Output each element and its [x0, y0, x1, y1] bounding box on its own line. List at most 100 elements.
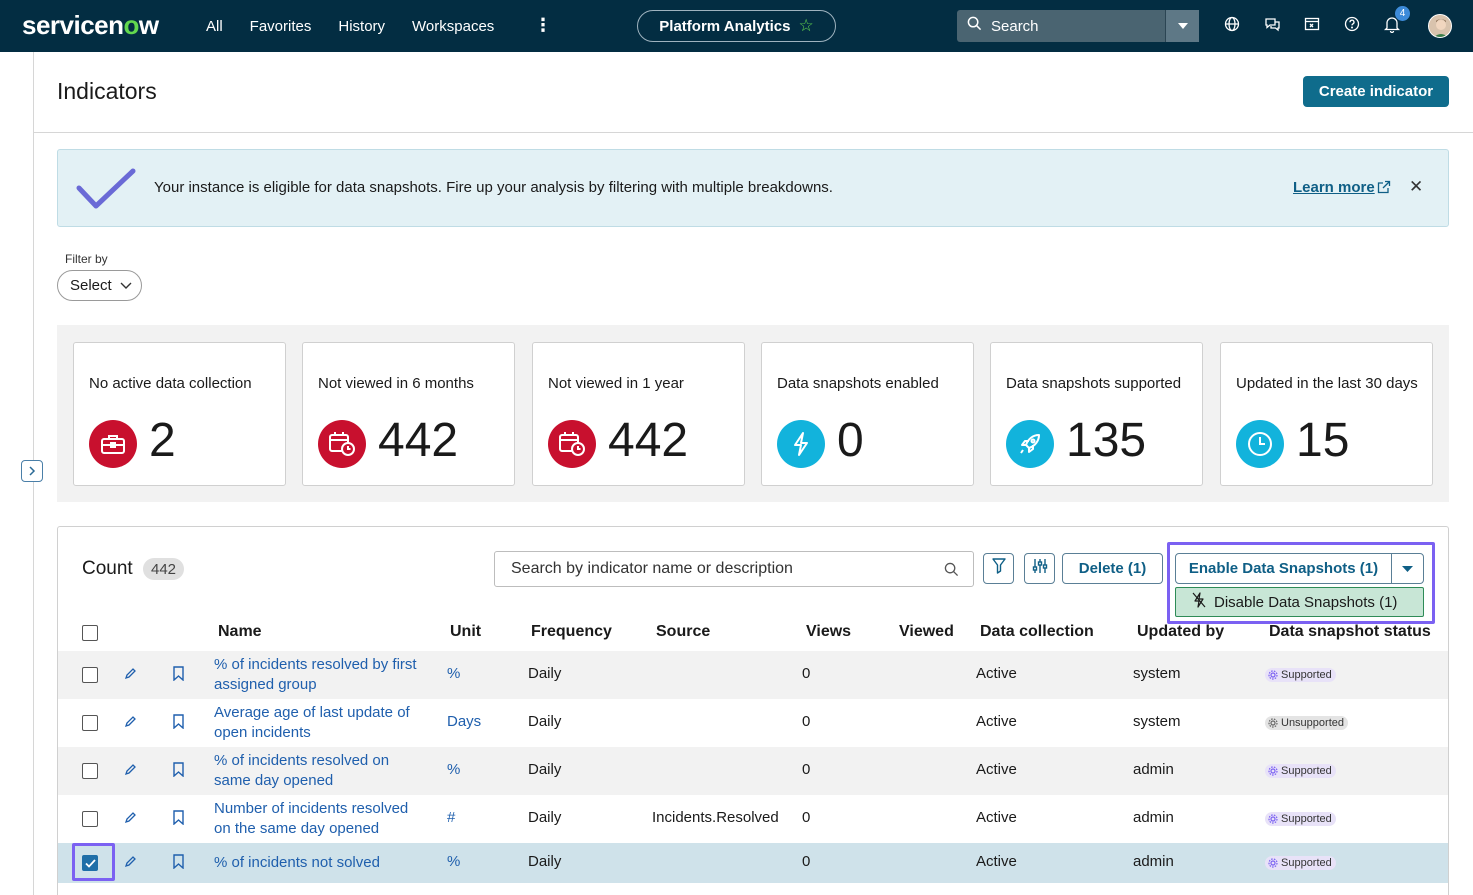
kpi-label: Updated in the last 30 days — [1236, 375, 1418, 392]
table-row-selected[interactable]: % of incidents not solved % Daily 0 Acti… — [58, 843, 1448, 883]
create-indicator-button[interactable]: Create indicator — [1303, 76, 1449, 107]
learn-more-link[interactable]: Learn more — [1293, 179, 1375, 196]
snapshot-status-text: Supported — [1281, 813, 1332, 825]
expand-rail-chevron-icon[interactable] — [21, 460, 43, 482]
kpi-card-updated-30-days[interactable]: Updated in the last 30 days 15 — [1220, 342, 1433, 486]
snapshot-actions-dropdown[interactable] — [1391, 553, 1424, 584]
select-all-checkbox[interactable] — [82, 625, 98, 641]
indicator-name-link[interactable]: % of incidents not solved — [214, 854, 380, 871]
indicator-search-input[interactable]: Search by indicator name or description — [494, 551, 974, 587]
kpi-value: 0 — [837, 414, 864, 467]
kpi-card-snapshots-enabled[interactable]: Data snapshots enabled 0 — [761, 342, 974, 486]
kpi-card-snapshots-supported[interactable]: Data snapshots supported 135 — [990, 342, 1203, 486]
row-checkbox[interactable] — [82, 811, 98, 827]
indicator-name-link[interactable]: Number of incidents resolved on the same… — [214, 800, 409, 837]
cell-data-collection: Active — [976, 713, 1017, 730]
row-checkbox[interactable] — [82, 715, 98, 731]
bell-icon[interactable]: 4 — [1382, 6, 1410, 34]
indicator-name-link[interactable]: % of incidents resolved by first assigne… — [214, 656, 417, 693]
column-header-viewed[interactable]: Viewed — [899, 623, 954, 640]
nav-link-favorites[interactable]: Favorites — [249, 17, 312, 35]
edit-pencil-icon[interactable] — [124, 811, 136, 829]
table-row[interactable]: Number of incidents resolved on the same… — [58, 795, 1448, 843]
servicenow-logo[interactable]: servicenow — [22, 10, 159, 41]
column-header-frequency[interactable]: Frequency — [531, 623, 612, 640]
bookmark-icon[interactable] — [173, 666, 184, 686]
globe-icon[interactable] — [1222, 14, 1242, 34]
column-header-source[interactable]: Source — [656, 623, 711, 640]
column-header-unit[interactable]: Unit — [450, 623, 482, 640]
global-search-label: Search — [991, 17, 1039, 35]
kpi-value: 2 — [149, 414, 176, 467]
enable-data-snapshots-button[interactable]: Enable Data Snapshots (1) — [1175, 553, 1392, 584]
column-header-updated-by[interactable]: Updated by — [1137, 623, 1225, 640]
cell-frequency: Daily — [528, 853, 562, 870]
edit-pencil-icon[interactable] — [124, 763, 136, 781]
kpi-card-not-viewed-1-year[interactable]: Not viewed in 1 year 442 — [532, 342, 745, 486]
clock-icon — [1236, 420, 1284, 468]
gear-icon — [1268, 814, 1278, 827]
nav-more-icon[interactable]: ⋮ — [534, 15, 552, 35]
kpi-label: Not viewed in 1 year — [548, 375, 684, 392]
column-header-views[interactable]: Views — [806, 623, 852, 640]
search-icon — [944, 562, 959, 582]
checkmark-icon — [76, 168, 136, 215]
cell-source: Incidents.Resolved — [652, 809, 779, 826]
delete-button[interactable]: Delete (1) — [1062, 553, 1163, 584]
cell-updated-by: admin — [1133, 853, 1174, 870]
table-row[interactable]: Average age of last update of open incid… — [58, 699, 1448, 747]
logo-text: servicen — [22, 10, 124, 40]
disable-data-snapshots-menu-item[interactable]: Disable Data Snapshots (1) — [1175, 587, 1424, 617]
search-scope-dropdown[interactable] — [1165, 10, 1199, 42]
row-checkbox-checked[interactable] — [82, 855, 98, 871]
cell-views: 0 — [802, 665, 811, 682]
column-settings-button[interactable] — [1024, 553, 1055, 584]
filter-select[interactable]: Select — [57, 270, 142, 301]
logo-accent: o — [123, 10, 140, 40]
split-button-highlight — [1167, 542, 1435, 624]
bookmark-icon[interactable] — [173, 762, 184, 782]
edit-pencil-icon[interactable] — [124, 855, 136, 873]
chat-icon[interactable] — [1262, 14, 1282, 34]
filter-funnel-button[interactable] — [983, 553, 1014, 584]
cell-frequency: Daily — [528, 713, 562, 730]
app-context-pill[interactable]: Platform Analytics ☆ — [637, 10, 836, 42]
banner-close-icon[interactable]: ✕ — [1409, 177, 1424, 196]
nav-link-all[interactable]: All — [206, 17, 223, 35]
kpi-card-no-active-collection[interactable]: No active data collection 2 — [73, 342, 286, 486]
user-avatar[interactable] — [1428, 14, 1452, 38]
nav-link-workspaces[interactable]: Workspaces — [412, 17, 495, 35]
snapshot-status-text: Supported — [1281, 857, 1332, 869]
help-icon[interactable] — [1342, 14, 1362, 34]
bookmark-icon[interactable] — [173, 810, 184, 830]
cell-views: 0 — [802, 853, 811, 870]
nav-links: All Favorites History Workspaces — [206, 0, 494, 52]
indicator-name-link[interactable]: Average age of last update of open incid… — [214, 704, 410, 741]
row-checkbox[interactable] — [82, 667, 98, 683]
count-badge: 442 — [143, 558, 185, 580]
cell-updated-by: system — [1133, 665, 1181, 682]
bookmark-icon[interactable] — [173, 854, 184, 874]
nav-link-history[interactable]: History — [338, 17, 386, 35]
edit-pencil-icon[interactable] — [124, 667, 136, 685]
briefcase-icon — [89, 420, 137, 468]
table-row[interactable]: % of incidents resolved on same day open… — [58, 747, 1448, 795]
count-label: Count — [82, 558, 133, 579]
column-header-data-collection[interactable]: Data collection — [980, 623, 1094, 640]
cell-unit: % — [447, 853, 461, 870]
column-header-snapshot-status[interactable]: Data snapshot status — [1269, 623, 1431, 640]
row-checkbox[interactable] — [82, 763, 98, 779]
favorite-star-icon[interactable]: ☆ — [798, 16, 814, 35]
screen-icon[interactable] — [1302, 14, 1322, 34]
indicator-name-link[interactable]: % of incidents resolved on same day open… — [214, 752, 390, 789]
kpi-card-not-viewed-6-months[interactable]: Not viewed in 6 months 442 — [302, 342, 515, 486]
kpi-cards-section: No active data collection 2 Not viewed i… — [57, 325, 1449, 502]
search-icon — [957, 16, 991, 36]
column-header-name[interactable]: Name — [218, 623, 262, 640]
app-context-label: Platform Analytics — [659, 17, 791, 35]
table-row[interactable]: % of incidents resolved by first assigne… — [58, 651, 1448, 699]
global-search[interactable]: Search — [957, 10, 1199, 42]
cell-data-collection: Active — [976, 665, 1017, 682]
edit-pencil-icon[interactable] — [124, 715, 136, 733]
bookmark-icon[interactable] — [173, 714, 184, 734]
